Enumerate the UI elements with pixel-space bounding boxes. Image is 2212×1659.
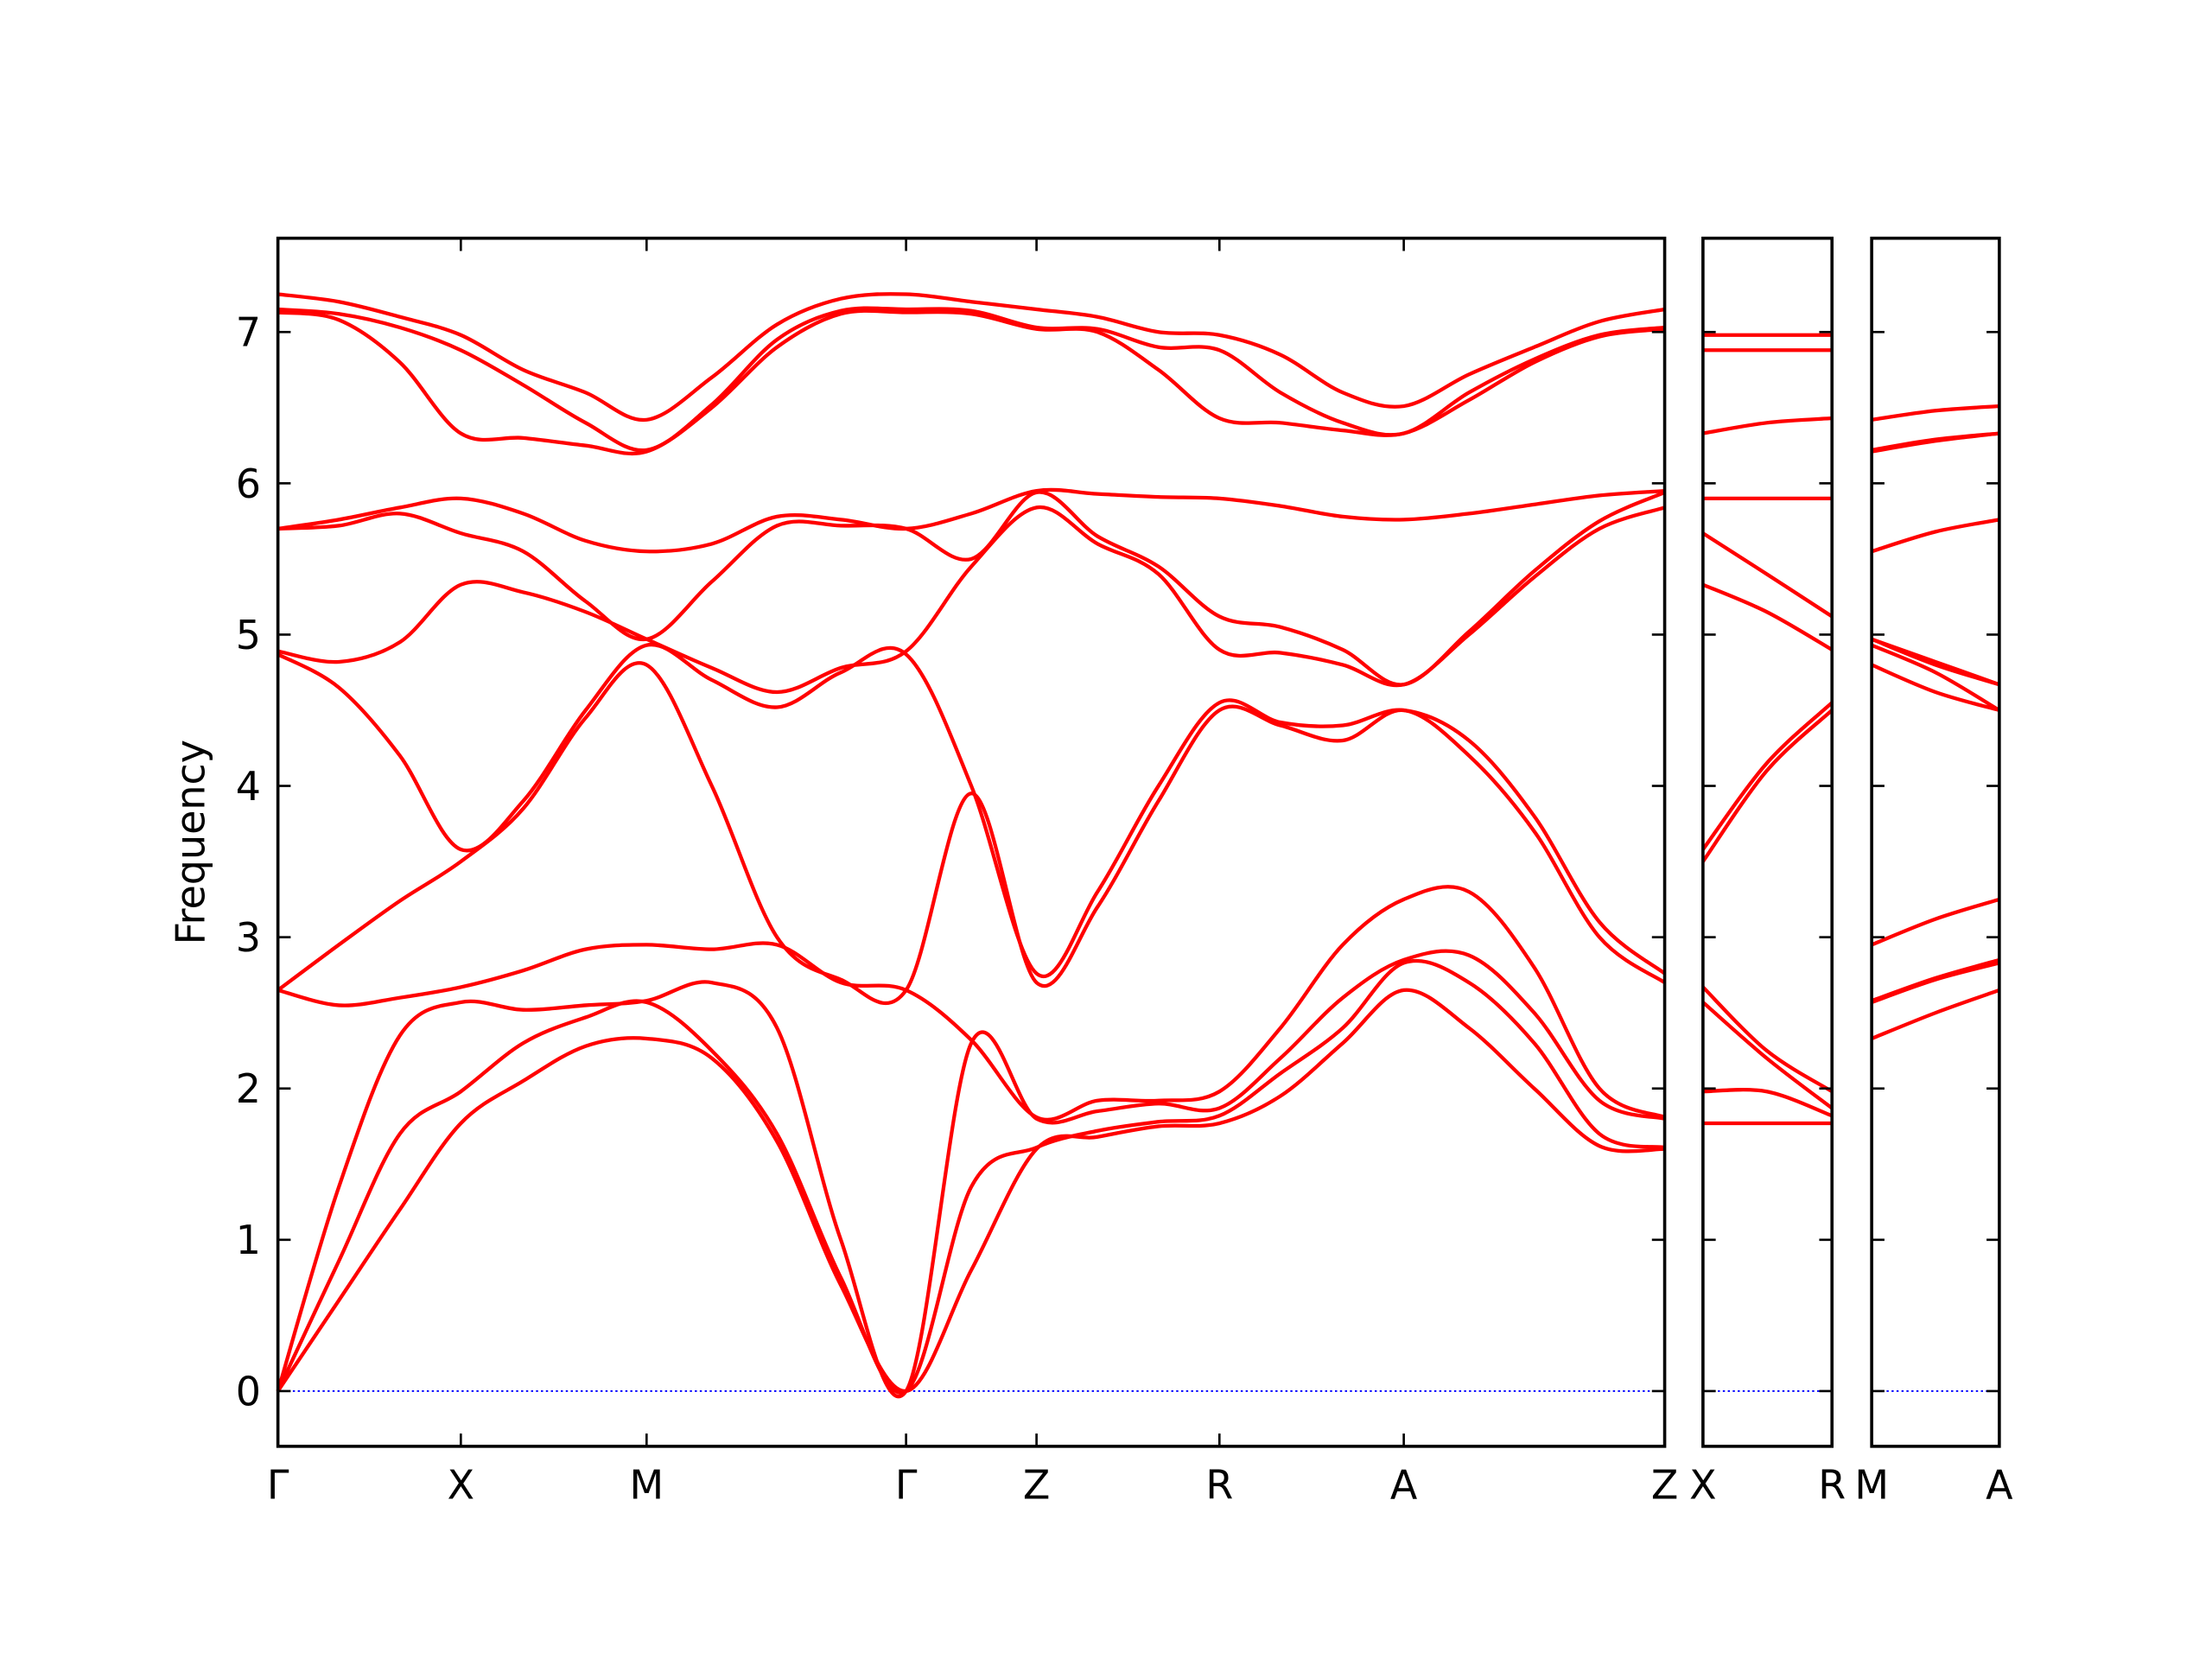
band-line (1871, 663, 2000, 713)
x-tick-label: Z (1651, 1462, 1678, 1509)
band-line (1871, 637, 2000, 687)
x-tick-label: Γ (267, 1462, 289, 1509)
band-line (1871, 518, 2000, 554)
band-line (1702, 416, 1833, 435)
y-tick-label: 4 (236, 763, 261, 810)
x-tick-label: A (1390, 1462, 1418, 1509)
y-tick-label: 7 (236, 309, 261, 356)
x-tick-label: Γ (895, 1462, 918, 1509)
band-line (1871, 897, 2000, 947)
x-tick-label: X (1689, 1462, 1716, 1509)
x-tick-label: M (1854, 1462, 1889, 1509)
band-line (276, 958, 1665, 1395)
y-tick-label: 0 (236, 1368, 261, 1414)
band-line (1871, 643, 2000, 712)
band-line (277, 306, 1665, 453)
y-tick-label: 5 (236, 612, 261, 658)
band-line (1702, 582, 1834, 652)
band-line (1701, 531, 1834, 619)
band-line (276, 988, 1665, 1394)
axes-frame (1870, 236, 2001, 1448)
axes-frame (1701, 236, 1834, 1448)
band-line (277, 487, 1665, 554)
y-tick-label: 6 (236, 461, 261, 507)
band-line (1701, 1001, 1834, 1110)
band-line (1702, 1088, 1833, 1118)
x-tick-label: X (448, 1462, 474, 1509)
band-line (1871, 404, 1999, 422)
x-tick-label: R (1818, 1462, 1846, 1509)
band-line (1871, 957, 2000, 1003)
band-line (277, 490, 1666, 687)
band-line (1871, 988, 2000, 1040)
band-line (1701, 985, 1834, 1094)
band-line (277, 292, 1665, 423)
band-line (1701, 709, 1834, 863)
y-tick-label: 2 (236, 1065, 261, 1112)
x-tick-label: A (1986, 1462, 2013, 1509)
band-line (1701, 701, 1834, 851)
band-line (1871, 431, 2000, 452)
y-tick-label: 1 (236, 1217, 261, 1263)
y-axis-label: Frequency (167, 740, 213, 944)
band-line (277, 885, 1666, 1122)
x-tick-label: R (1205, 1462, 1233, 1509)
axes-frame (276, 236, 1667, 1448)
y-tick-label: 3 (236, 914, 261, 961)
band-line (277, 505, 1666, 695)
x-tick-label: M (629, 1462, 664, 1509)
band-line (276, 949, 1666, 1399)
x-tick-label: Z (1023, 1462, 1050, 1509)
band-line (276, 642, 1666, 978)
